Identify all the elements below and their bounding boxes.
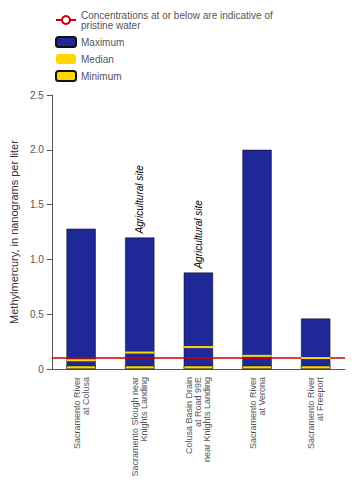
svg-text:Colusa Basin Drain: Colusa Basin Drain	[184, 377, 195, 454]
svg-text:0: 0	[38, 364, 44, 375]
svg-text:Minimum: Minimum	[81, 71, 122, 82]
svg-text:Sacramento River: Sacramento River	[71, 377, 82, 449]
svg-text:Sacramento River: Sacramento River	[306, 377, 317, 449]
svg-text:Maximum: Maximum	[81, 37, 124, 48]
svg-text:Agricultural site: Agricultural site	[193, 200, 204, 270]
svg-text:Concentrations at or below are: Concentrations at or below are indicativ…	[81, 9, 273, 21]
svg-text:at Colusa: at Colusa	[81, 377, 91, 415]
svg-text:0.5: 0.5	[30, 309, 44, 320]
svg-text:pristine water: pristine water	[81, 20, 141, 31]
svg-text:2.5: 2.5	[30, 90, 44, 101]
svg-text:1.0: 1.0	[30, 254, 44, 265]
svg-text:Agricultural site: Agricultural site	[134, 165, 145, 235]
svg-text:Sacramento River: Sacramento River	[247, 377, 258, 449]
svg-text:at Freeport: at Freeport	[315, 377, 325, 422]
svg-text:1.5: 1.5	[30, 199, 44, 210]
svg-text:Sacramento Slough near: Sacramento Slough near	[130, 377, 141, 477]
svg-text:Knights Landing: Knights Landing	[139, 377, 149, 442]
svg-text:at Road 99E: at Road 99E	[193, 377, 204, 427]
svg-text:2.0: 2.0	[30, 144, 44, 155]
svg-text:Methylmercury, in nanograms pe: Methylmercury, in nanograms per liter	[8, 140, 20, 324]
svg-text:Median: Median	[81, 54, 114, 65]
svg-text:near Knights Landing: near Knights Landing	[202, 377, 212, 462]
svg-text:at Verona: at Verona	[257, 377, 267, 416]
